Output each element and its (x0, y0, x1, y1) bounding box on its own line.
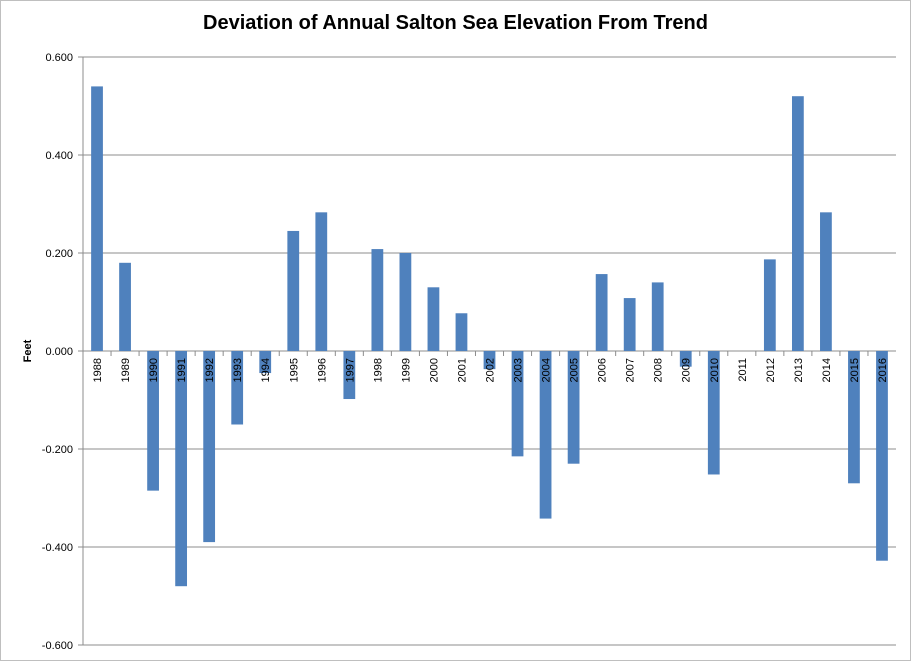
x-tick-label: 2004 (541, 358, 553, 382)
x-tick-label: 2014 (821, 358, 833, 382)
bar-1993 (231, 351, 244, 425)
chart-title: Deviation of Annual Salton Sea Elevation… (203, 12, 708, 34)
bar-2004 (539, 351, 552, 519)
x-tick-label: 2001 (456, 358, 468, 382)
x-tick-label: 1998 (372, 358, 384, 382)
bar-2008 (651, 282, 664, 351)
x-tick-label: 2010 (709, 358, 721, 382)
x-tick-label: 2008 (653, 358, 665, 382)
bar-1990 (147, 351, 159, 491)
y-tick-label: 0.600 (45, 52, 73, 64)
y-tick-labels: -0.600 -0.400 -0.200 0.000 0.200 0.400 0.600 (42, 52, 73, 652)
x-tick-label: 1988 (92, 358, 104, 382)
bar-2001 (455, 313, 468, 351)
x-tick-label: 2011 (737, 358, 749, 382)
x-tick-label: 1994 (260, 358, 272, 382)
x-tick-label: 2016 (877, 358, 889, 382)
bar-1991 (175, 351, 188, 587)
x-tick-label: 2005 (569, 358, 581, 382)
y-tick-label: 0.200 (45, 248, 73, 260)
bar-1988 (91, 86, 103, 352)
bar-2009 (679, 351, 692, 367)
x-tick-labels: 1988 1989 1990 1991 1992 1993 1994 1995 1996 1997… (92, 358, 889, 382)
x-tick-label: 2000 (428, 358, 440, 382)
bar-1994 (259, 351, 272, 374)
x-tick-label: 1997 (344, 358, 356, 382)
x-tick-label: 1992 (204, 358, 216, 382)
bar-2003 (511, 351, 524, 457)
bar-1997 (343, 351, 356, 400)
y-tick-label: -0.400 (42, 542, 73, 554)
axes (78, 56, 869, 646)
bar-1995 (287, 230, 300, 351)
bar-2006 (595, 274, 608, 351)
bar-2005 (567, 351, 580, 464)
bar-1992 (203, 351, 216, 543)
x-tick-label: 2007 (625, 358, 637, 382)
gridlines (83, 56, 896, 646)
bar-2007 (623, 298, 636, 351)
bar-2016 (876, 351, 888, 561)
x-tick-label: 2009 (681, 358, 693, 382)
x-tick-label: 1995 (288, 358, 300, 382)
bar-2002 (483, 351, 496, 370)
y-tick-label: -0.200 (42, 444, 73, 456)
x-tick-label: 1991 (176, 358, 188, 382)
x-tick-label: 2013 (793, 358, 805, 382)
bar-2012 (763, 259, 776, 351)
x-tick-label: 2003 (513, 358, 525, 382)
x-tick-label: 1990 (148, 358, 160, 382)
x-tick-label: 2012 (765, 358, 777, 382)
bar-2014 (820, 212, 832, 351)
bars (91, 86, 888, 587)
x-tick-label: 2006 (597, 358, 609, 382)
y-tick-label: 0.000 (45, 346, 73, 358)
x-tick-label: 2015 (849, 358, 861, 382)
y-tick-label: -0.600 (42, 640, 73, 652)
x-tick-label: 2002 (485, 358, 497, 382)
x-tick-label: 1989 (120, 358, 132, 382)
bar-2010 (707, 351, 720, 475)
y-tick-label: 0.400 (45, 150, 73, 162)
bar-2000 (427, 287, 440, 351)
bar-1989 (119, 262, 131, 351)
y-axis-label: Feet (22, 339, 34, 362)
x-tick-label: 1996 (316, 358, 328, 382)
bar-2013 (791, 96, 804, 351)
bar-1999 (399, 253, 412, 351)
bar-1996 (315, 212, 328, 351)
bar-2015 (848, 351, 860, 484)
bar-1998 (371, 249, 384, 351)
x-tick-label: 1999 (400, 358, 412, 382)
x-tick-label: 1993 (232, 358, 244, 382)
